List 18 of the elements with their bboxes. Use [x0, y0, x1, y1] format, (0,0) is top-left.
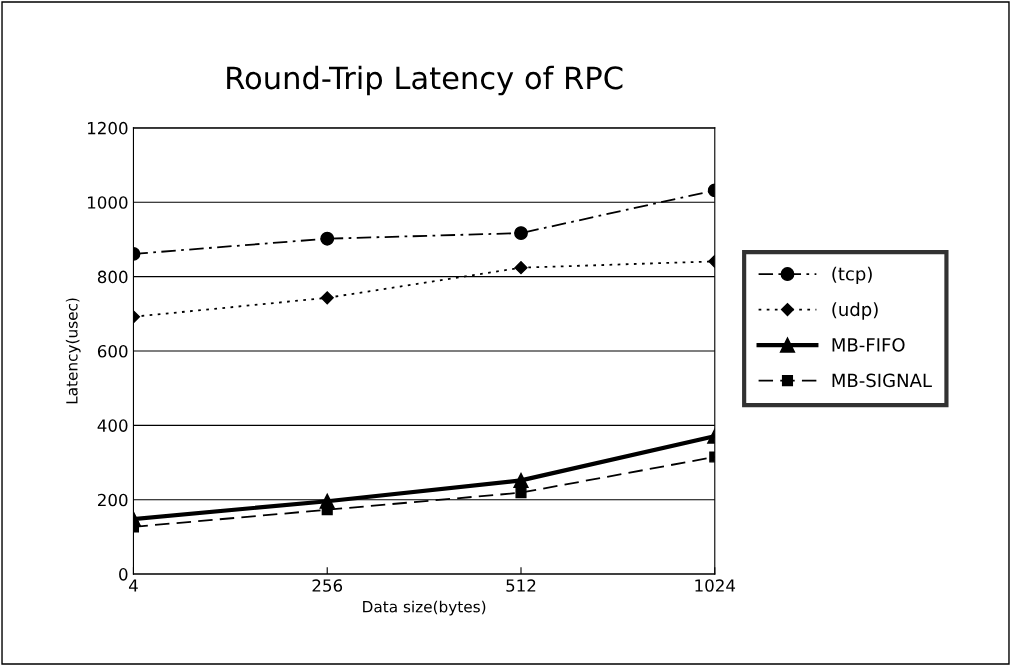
y-tick-label: 1000 [88, 196, 128, 209]
legend-label: MB-FIFO [832, 338, 905, 352]
x-tick-label: 512 [506, 579, 536, 592]
y-tick-label: 200 [98, 493, 128, 507]
x-tick-label: 1024 [695, 579, 736, 592]
x-tick-label: 4 [128, 579, 138, 592]
y-tick-label: 600 [97, 344, 128, 358]
x-axis-title: Data size(bytes) [363, 600, 486, 616]
y-tick-label: 800 [97, 270, 128, 284]
y-axis-title: Latency(usec) [65, 298, 81, 404]
y-tick-label: 0 [119, 568, 128, 581]
legend-label: (udp) [832, 302, 878, 320]
y-tick-label: 1200 [88, 121, 128, 135]
legend-label: MB-SIGNAL [832, 373, 932, 388]
y-tick-label: 400 [97, 419, 128, 432]
x-tick-label: 256 [312, 579, 343, 592]
chart-title: Round-Trip Latency of RPC [227, 65, 623, 96]
legend-label: (tcp) [832, 266, 872, 285]
